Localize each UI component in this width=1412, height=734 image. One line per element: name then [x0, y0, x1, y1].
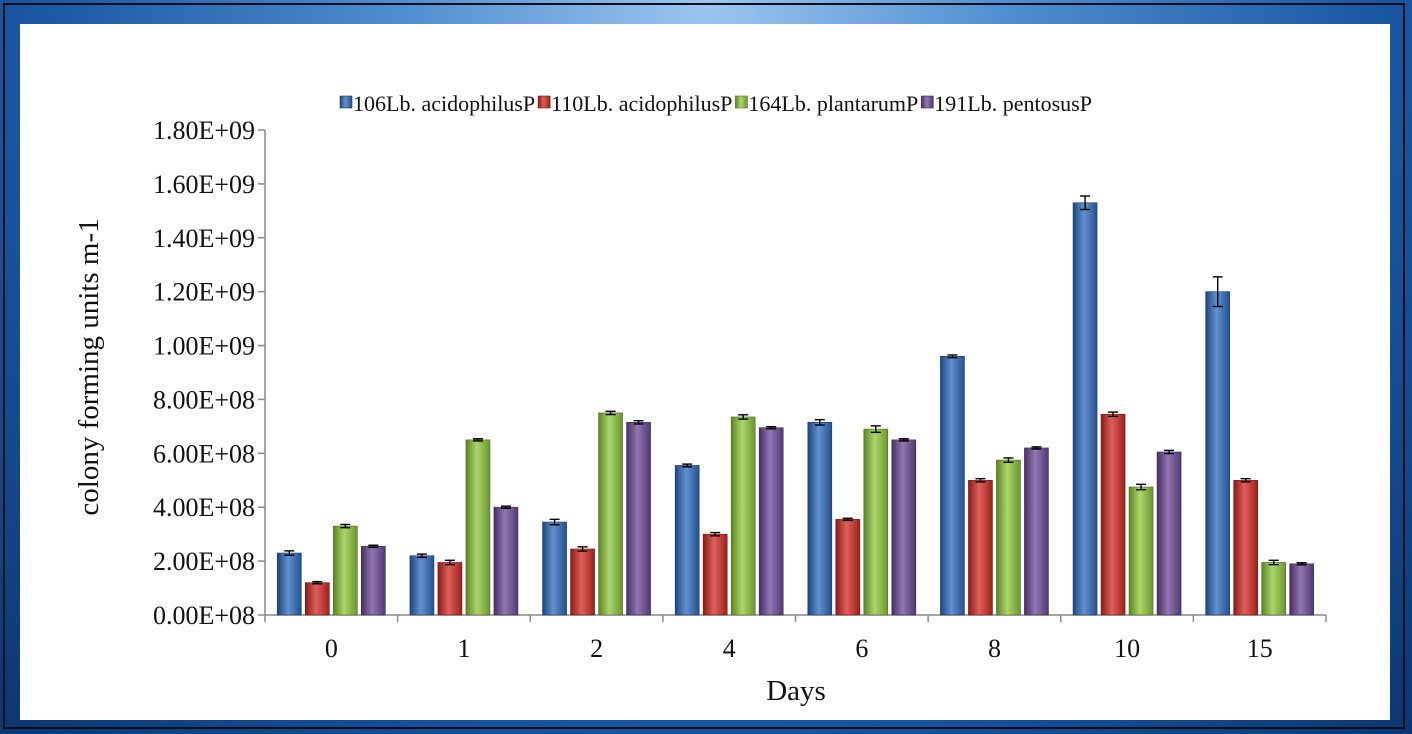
- bar: [835, 519, 861, 616]
- bar: [996, 459, 1021, 616]
- bar: [702, 533, 728, 616]
- bar: [758, 427, 784, 616]
- legend-label: 106Lb. acidophilusP: [353, 91, 535, 116]
- bar: [891, 439, 917, 616]
- bar: [626, 422, 651, 616]
- legend-label: 164Lb. plantarumP: [748, 91, 918, 116]
- bar: [1024, 447, 1049, 616]
- x-tick-label: 15: [1247, 634, 1273, 663]
- x-tick-label: 8: [988, 634, 1001, 663]
- frame-border: [3, 3, 1405, 729]
- legend-swatch: [920, 95, 934, 109]
- x-axis-title: Days: [766, 675, 826, 707]
- bar: [570, 548, 595, 616]
- y-tick-label: 0.00E+08: [153, 601, 255, 630]
- bar: [493, 506, 519, 616]
- bar: [940, 356, 965, 616]
- bar: [409, 555, 435, 616]
- legend-label: 191Lb. pentosusP: [934, 91, 1092, 116]
- bar: [361, 545, 386, 616]
- x-tick-label: 10: [1114, 634, 1140, 663]
- bar: [542, 521, 567, 616]
- y-tick-label: 1.20E+09: [153, 278, 255, 307]
- bar: [1261, 562, 1286, 616]
- bar: [1205, 291, 1230, 616]
- bar: [465, 439, 491, 616]
- x-tick-label: 6: [855, 634, 868, 663]
- bar: [598, 412, 623, 616]
- bar: [1072, 202, 1098, 616]
- y-tick-label: 1.60E+09: [153, 170, 255, 199]
- y-axis: 0.00E+08 2.00E+08 4.00E+08 6.00E+08 8.00E+08…: [153, 116, 266, 630]
- x-tick-label: 4: [723, 634, 736, 663]
- y-tick-label: 8.00E+08: [153, 385, 255, 414]
- bar: [730, 416, 756, 616]
- legend-swatch: [735, 95, 748, 109]
- y-tick-label: 4.00E+08: [153, 493, 255, 522]
- bar: [1289, 563, 1314, 616]
- x-axis: 0 1 2 4 6 8 10 15: [264, 614, 1327, 663]
- legend: 106Lb. acidophilusP 110Lb. acidophilusP 16…: [339, 91, 1092, 116]
- chart-panel: 106Lb. acidophilusP 110Lb. acidophilusP 16…: [20, 24, 1390, 720]
- bar: [305, 582, 330, 616]
- bar: [437, 562, 463, 616]
- bar: [674, 465, 700, 616]
- legend-swatch: [537, 95, 551, 109]
- bars: [277, 195, 1314, 616]
- bar-chart: 106Lb. acidophilusP 110Lb. acidophilusP 16…: [73, 91, 1327, 707]
- bar: [1156, 451, 1182, 616]
- y-tick-label: 1.80E+09: [153, 116, 255, 145]
- y-tick-label: 2.00E+08: [153, 547, 255, 576]
- x-tick-label: 1: [457, 634, 470, 663]
- y-tick-label: 1.00E+09: [153, 332, 255, 361]
- bar: [277, 552, 302, 616]
- legend-swatch: [339, 95, 353, 109]
- bar: [807, 422, 833, 616]
- bar: [1233, 479, 1258, 616]
- x-tick-label: 2: [590, 634, 603, 663]
- x-tick-label: 0: [325, 634, 338, 663]
- bar: [333, 525, 358, 616]
- y-axis-title: colony forming units m-1: [73, 218, 105, 515]
- legend-label: 110Lb. acidophilusP: [551, 91, 732, 116]
- bar: [863, 428, 889, 616]
- bar: [1100, 413, 1126, 616]
- bar: [1128, 486, 1154, 616]
- bar: [968, 479, 993, 616]
- y-tick-label: 6.00E+08: [153, 439, 255, 468]
- y-tick-label: 1.40E+09: [153, 224, 255, 253]
